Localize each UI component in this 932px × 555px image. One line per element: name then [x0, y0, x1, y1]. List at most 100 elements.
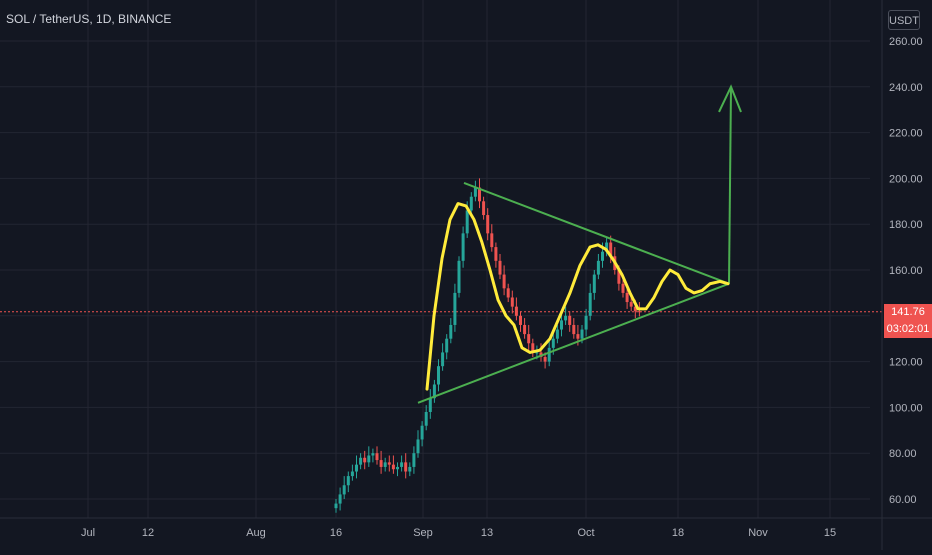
candle-body: [359, 457, 363, 465]
price-tick-label: 120.00: [889, 357, 923, 369]
candle-body: [437, 366, 440, 385]
bar-countdown-label: 03:02:01: [884, 321, 932, 338]
breakout-arrow-line: [728, 86, 732, 284]
candle-body: [580, 329, 584, 339]
candle-body: [617, 270, 621, 284]
time-axis[interactable]: Jul 12 Aug 16 Sep 13 Oct 18 Nov 15: [0, 517, 932, 539]
drawings: [417, 84, 742, 404]
time-tick-label: Aug: [246, 527, 266, 539]
candle-body: [355, 464, 358, 472]
candle-body: [605, 242, 609, 252]
time-tick-label: 12: [142, 527, 154, 539]
candle-body: [391, 464, 395, 470]
candle-body: [424, 411, 428, 426]
price-tick-label: 160.00: [889, 265, 923, 277]
candle-body: [478, 187, 481, 202]
time-tick-label: Sep: [413, 527, 433, 539]
candle-body: [633, 306, 637, 312]
time-tick-label: Nov: [748, 527, 768, 539]
candle-body: [486, 215, 490, 234]
candle-body: [404, 462, 408, 472]
candle-body: [371, 453, 375, 456]
candle-body: [519, 315, 522, 325]
candle-body: [588, 292, 592, 316]
candle-body: [568, 315, 572, 325]
candle-body: [465, 210, 469, 234]
time-tick-label: Oct: [577, 527, 594, 539]
price-axis[interactable]: 260.00240.00220.00200.00180.00160.00140.…: [881, 0, 923, 550]
price-tick-label: 100.00: [889, 402, 923, 414]
triangle-lower-trendline: [417, 282, 730, 404]
candle-body: [453, 292, 457, 325]
candle-body: [572, 324, 576, 335]
time-tick-label: 16: [330, 527, 342, 539]
breakout-arrow-head: [718, 84, 742, 113]
price-tick-label: 60.00: [889, 494, 917, 506]
candle-body: [482, 201, 486, 216]
price-tick-label: 180.00: [889, 219, 923, 231]
candle-body: [375, 453, 379, 461]
candle-body: [637, 311, 641, 313]
price-tick-label: 220.00: [889, 128, 923, 140]
candle-body: [432, 384, 436, 399]
price-tick-label: 80.00: [889, 448, 917, 460]
currency-button[interactable]: USDT: [888, 10, 920, 30]
candle-body: [621, 283, 625, 293]
candle-body: [457, 260, 461, 293]
candle-body: [596, 260, 600, 275]
candle-body: [387, 462, 391, 465]
price-tick-label: 240.00: [889, 82, 923, 94]
candle-body: [449, 324, 453, 339]
candle-body: [535, 352, 539, 354]
candle-body: [428, 398, 432, 412]
candle-body: [400, 462, 404, 467]
candle-body: [441, 352, 445, 367]
candle-body: [576, 334, 580, 339]
candle-body: [514, 306, 518, 316]
candle-body: [609, 242, 613, 257]
candle-body: [367, 455, 371, 463]
candle-body: [383, 462, 387, 467]
candle-body: [629, 302, 633, 307]
candle-body: [527, 334, 531, 344]
time-tick-label: 18: [672, 527, 684, 539]
candle-body: [564, 315, 568, 321]
candles: [334, 178, 641, 513]
triangle-upper-trendline: [463, 182, 730, 285]
candle-body: [551, 338, 555, 348]
candle-body: [342, 485, 346, 495]
candle-body: [379, 460, 383, 467]
last-price-label: 141.76: [884, 304, 932, 321]
candle-body: [408, 466, 412, 472]
candle-body: [506, 288, 510, 298]
candle-body: [543, 357, 547, 362]
candle-body: [363, 457, 367, 463]
candle-body: [560, 320, 563, 330]
candle-body: [523, 324, 527, 335]
candle-body: [338, 494, 342, 504]
symbol-title[interactable]: SOL / TetherUS, 1D, BINANCE: [6, 12, 172, 26]
candle-body: [461, 233, 465, 261]
candle-body: [334, 503, 338, 509]
candle-body: [555, 329, 559, 339]
candle-body: [547, 347, 551, 362]
candle-body: [601, 251, 604, 261]
candle-body: [412, 453, 416, 467]
candle-body: [625, 292, 629, 303]
time-tick-label: 15: [824, 527, 836, 539]
candle-body: [420, 425, 424, 440]
candle-body: [531, 343, 535, 353]
price-tick-label: 260.00: [889, 36, 923, 48]
candle-body: [510, 297, 514, 307]
wave-projection: [425, 202, 730, 391]
candle-body: [396, 466, 399, 470]
candle-body: [494, 247, 498, 261]
candle-body: [490, 233, 494, 248]
time-tick-label: 13: [481, 527, 493, 539]
candle-body: [473, 187, 477, 197]
grid: [0, 0, 870, 518]
time-tick-label: Jul: [81, 527, 95, 539]
candle-body: [346, 476, 350, 486]
